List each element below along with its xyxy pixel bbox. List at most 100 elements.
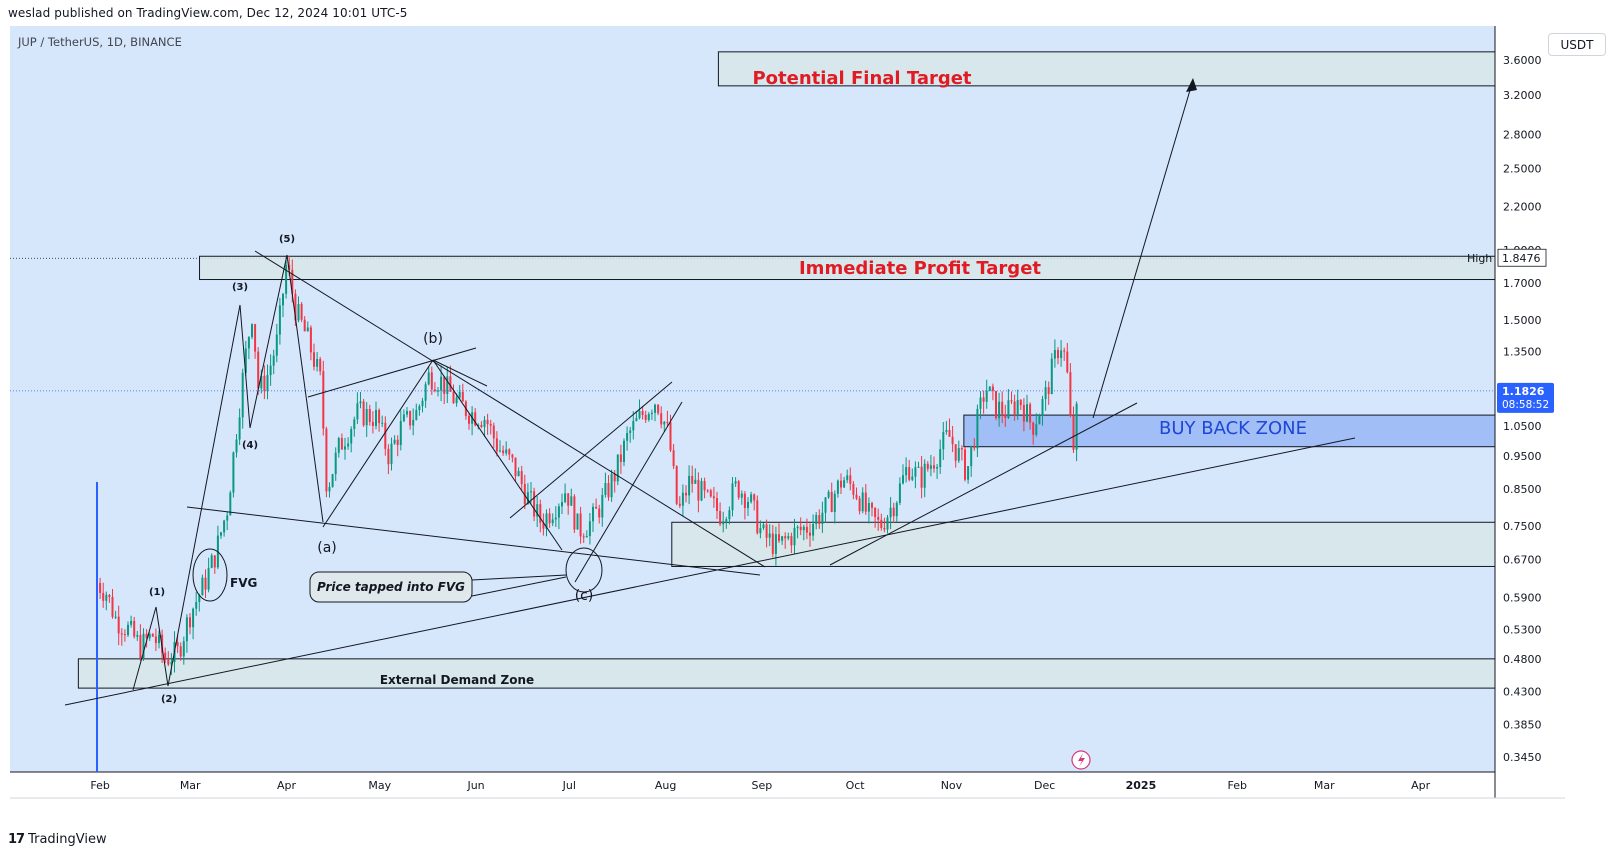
candle-body bbox=[793, 527, 796, 546]
candle-body bbox=[278, 305, 281, 335]
candle-body bbox=[226, 515, 229, 521]
candle-body bbox=[387, 448, 390, 465]
x-tick-label: Nov bbox=[941, 779, 963, 792]
x-tick-label: Jul bbox=[562, 779, 576, 792]
candle-body bbox=[148, 634, 151, 639]
candle-body bbox=[861, 492, 864, 512]
candle-body bbox=[883, 527, 886, 530]
y-tick-label: 0.6700 bbox=[1503, 554, 1542, 567]
candle-body bbox=[756, 500, 759, 534]
candle-body bbox=[570, 496, 573, 506]
candle-body bbox=[430, 372, 433, 390]
candle-body bbox=[99, 583, 102, 593]
candle-body bbox=[821, 512, 824, 524]
candle-body bbox=[551, 519, 554, 524]
y-tick-label: 1.7000 bbox=[1503, 277, 1542, 290]
candle-body bbox=[610, 473, 613, 498]
candle-body bbox=[353, 419, 356, 430]
candle-body bbox=[864, 492, 867, 512]
x-tick-label: May bbox=[368, 779, 391, 792]
candle-body bbox=[734, 481, 737, 484]
candle-body bbox=[458, 391, 461, 398]
candle-body bbox=[303, 319, 306, 332]
zone-rect bbox=[77, 658, 1496, 689]
zone-label: Immediate Profit Target bbox=[799, 258, 1041, 279]
candle-body bbox=[526, 492, 529, 504]
candle-body bbox=[802, 526, 805, 531]
candle-body bbox=[164, 652, 167, 660]
candle-body bbox=[796, 526, 799, 528]
y-tick-label: 0.5300 bbox=[1503, 623, 1542, 636]
candle-body bbox=[998, 401, 1001, 419]
candle-body bbox=[985, 390, 988, 402]
tradingview-logo[interactable]: 17 TradingView bbox=[8, 832, 107, 847]
candle-body bbox=[154, 636, 157, 644]
candle-body bbox=[694, 479, 697, 484]
x-tick-label: Feb bbox=[1228, 779, 1247, 792]
candle-body bbox=[988, 386, 991, 391]
candle-body bbox=[198, 595, 201, 602]
c-ellipse bbox=[565, 547, 603, 593]
candle-body bbox=[545, 513, 548, 529]
candle-body bbox=[1041, 399, 1044, 417]
wave-label: (5) bbox=[279, 234, 295, 245]
candle-body bbox=[737, 481, 740, 498]
candle-body bbox=[105, 594, 108, 601]
candle-body bbox=[784, 536, 787, 539]
candle-body bbox=[722, 521, 725, 525]
candle-body bbox=[774, 534, 777, 554]
candle-body bbox=[179, 646, 182, 657]
candle-body bbox=[753, 494, 756, 501]
plot-background bbox=[10, 26, 1495, 772]
tradingview-logo-icon: 17 bbox=[8, 832, 25, 847]
candle-body bbox=[846, 475, 849, 481]
candle-body bbox=[235, 439, 238, 453]
trend-line bbox=[64, 437, 1356, 706]
candle-body bbox=[1057, 350, 1059, 359]
candle-body bbox=[867, 503, 870, 512]
x-tick-label: Dec bbox=[1034, 779, 1055, 792]
candle-body bbox=[548, 513, 551, 524]
candle-body bbox=[970, 445, 973, 467]
last-price-value: 1.1826 bbox=[1502, 385, 1545, 398]
y-tick-label: 0.3450 bbox=[1503, 751, 1542, 764]
currency-button[interactable]: USDT bbox=[1548, 33, 1606, 56]
candle-body bbox=[964, 449, 966, 480]
trend-line bbox=[1092, 79, 1194, 419]
candle-body bbox=[712, 496, 715, 499]
candle-body bbox=[539, 504, 542, 523]
candle-body bbox=[492, 425, 495, 439]
candle-body bbox=[1044, 387, 1047, 400]
candle-body bbox=[120, 633, 123, 635]
candle-body bbox=[412, 419, 415, 426]
candle-body bbox=[530, 491, 532, 493]
candle-body bbox=[895, 502, 898, 517]
candle-body bbox=[334, 452, 337, 475]
candle-body bbox=[260, 375, 263, 389]
wave-label: (3) bbox=[232, 282, 248, 293]
callout-pointer bbox=[471, 576, 567, 597]
candle-body bbox=[533, 491, 536, 517]
x-tick-label: Oct bbox=[846, 779, 866, 792]
candle-body bbox=[151, 634, 154, 637]
symbol-title: JUP / TetherUS, 1D, BINANCE bbox=[18, 35, 182, 49]
candle-body bbox=[812, 524, 815, 536]
candle-body bbox=[588, 521, 591, 537]
candle-body bbox=[356, 403, 359, 420]
candle-body bbox=[1060, 350, 1063, 359]
candle-body bbox=[1019, 400, 1022, 406]
callout-text: Price tapped into FVG bbox=[317, 580, 465, 594]
candle-body bbox=[889, 507, 892, 518]
candle-body bbox=[161, 634, 164, 653]
candle-body bbox=[1029, 404, 1032, 423]
y-tick-label: 0.4800 bbox=[1503, 653, 1542, 666]
candle-body bbox=[613, 473, 616, 482]
candle-body bbox=[145, 633, 148, 639]
trend-line bbox=[239, 304, 251, 429]
candle-body bbox=[1047, 387, 1050, 395]
candle-body bbox=[1004, 414, 1007, 418]
candle-body bbox=[201, 577, 204, 596]
y-tick-label: 0.5900 bbox=[1503, 592, 1542, 605]
